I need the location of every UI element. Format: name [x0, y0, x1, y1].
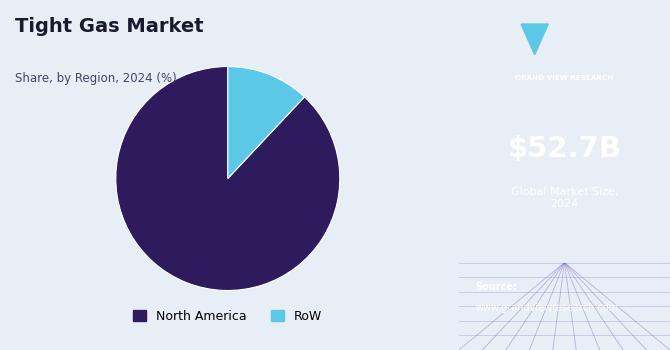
- Legend: North America, RoW: North America, RoW: [129, 304, 327, 328]
- Text: Tight Gas Market: Tight Gas Market: [15, 18, 204, 36]
- Wedge shape: [116, 66, 340, 290]
- Text: Source:: Source:: [476, 282, 518, 292]
- Polygon shape: [521, 24, 548, 55]
- Text: GRAND VIEW RESEARCH: GRAND VIEW RESEARCH: [515, 75, 614, 81]
- Wedge shape: [228, 66, 304, 178]
- Text: Share, by Region, 2024 (%): Share, by Region, 2024 (%): [15, 72, 176, 85]
- Text: www.grandviewresearch.com: www.grandviewresearch.com: [476, 303, 619, 313]
- Text: $52.7B: $52.7B: [507, 135, 622, 163]
- Text: Global Market Size,
2024: Global Market Size, 2024: [511, 187, 618, 209]
